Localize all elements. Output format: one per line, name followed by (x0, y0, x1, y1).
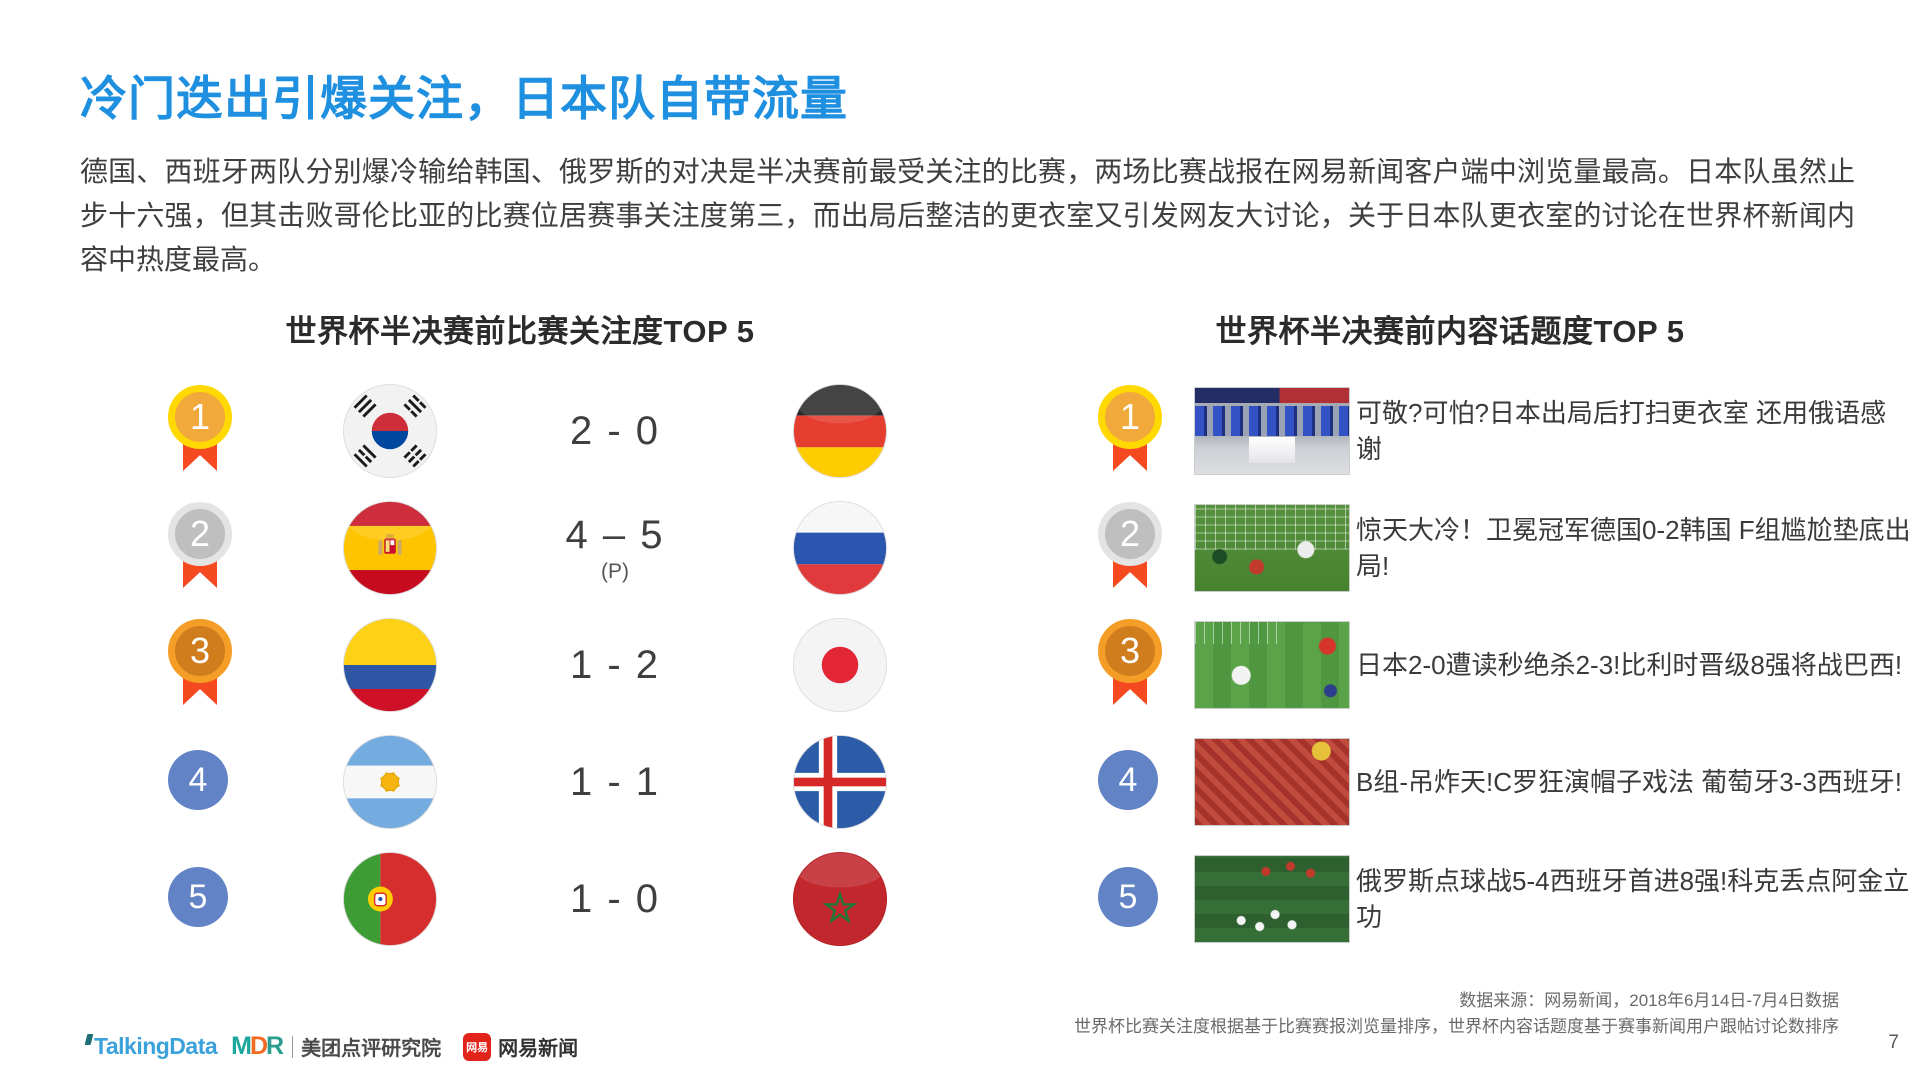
rank-5-badge: 5 (1098, 867, 1158, 927)
flag-russia-icon (792, 500, 888, 596)
flag-japan-icon (792, 617, 888, 713)
flag-spain-icon (342, 500, 438, 596)
news-item: 3 日本2-0遭读秒绝杀2-3!比利时晋级8强将战巴西! (1070, 617, 1920, 717)
silver-medal-icon: 2 (1098, 502, 1162, 594)
rank-4-badge: 4 (168, 750, 228, 810)
match-row: 2 (140, 500, 940, 600)
rank-5-badge: 5 (168, 867, 228, 927)
summary-paragraph: 德国、西班牙两队分别爆冷输给韩国、俄罗斯的对决是半决赛前最受关注的比赛，两场比赛… (80, 156, 1855, 275)
rank-number: 2 (1098, 502, 1162, 566)
match-score: 1 - 0 (569, 876, 661, 921)
flag-portugal-icon (342, 851, 438, 947)
match-row: 5 1 - 0 (140, 851, 940, 951)
match-row: 1 (140, 383, 940, 483)
germany-korea-goal-photo (1194, 504, 1350, 592)
rank-number: 3 (1098, 619, 1162, 683)
rank-number: 3 (168, 619, 232, 683)
talkingdata-tick-icon (84, 1034, 94, 1045)
flag-morocco-icon (792, 851, 888, 947)
news-title: 俄罗斯点球战5-4西班牙首进8强!科克丢点阿金立功 (1356, 866, 1910, 932)
japan-belgium-photo (1194, 621, 1350, 709)
rank-number: 1 (1098, 385, 1162, 449)
rank-number: 2 (168, 502, 232, 566)
logo-divider (292, 1035, 294, 1058)
penalty-note: (P) (601, 559, 629, 583)
data-source-note: 数据来源：网易新闻，2018年6月14日-7月4日数据 世界杯比赛关注度根据基于… (1074, 988, 1839, 1040)
flag-germany-icon (792, 383, 888, 479)
rank-number: 1 (168, 385, 232, 449)
source-line-2: 世界杯比赛关注度根据基于比赛赛报浏览量排序，世界杯内容话题度基于赛事新闻用户跟帖… (1074, 1017, 1839, 1036)
rank-4-badge: 4 (1098, 750, 1158, 810)
meituan-dianping-institute-logo: 美团点评研究院 (301, 1038, 442, 1060)
match-row: 3 1 - 2 (140, 617, 940, 717)
flag-iceland-icon (792, 734, 888, 830)
netease-news-logo: 网易 网易新闻 (463, 1032, 578, 1061)
bronze-medal-icon: 3 (168, 619, 232, 711)
match-score: 2 - 0 (569, 408, 661, 453)
news-title: B组-吊炸天!C罗狂演帽子戏法 葡萄牙3-3西班牙! (1356, 767, 1903, 797)
gold-medal-icon: 1 (168, 385, 232, 477)
news-item: 4 B组-吊炸天!C罗狂演帽子戏法 葡萄牙3-3西班牙! (1070, 734, 1920, 834)
bronze-medal-icon: 3 (1098, 619, 1162, 711)
locker-room-photo (1194, 387, 1350, 475)
right-panel-title: 世界杯半决赛前内容话题度TOP 5 (1215, 314, 1685, 349)
news-title: 可敬?可怕?日本出局后打扫更衣室 还用俄语感谢 (1356, 398, 1887, 464)
flag-argentina-icon (342, 734, 438, 830)
page-title: 冷门迭出引爆关注，日本队自带流量 (80, 72, 848, 125)
match-score: 1 - 2 (569, 642, 661, 687)
mdr-logo: MDR (231, 1032, 284, 1060)
page-number: 7 (1888, 1032, 1899, 1053)
russia-celebration-photo (1194, 855, 1350, 943)
news-item: 2 惊天大冷！卫冕冠军德国0-2韩国 F组尴尬垫底出局! (1070, 500, 1920, 600)
left-panel-title: 世界杯半决赛前比赛关注度TOP 5 (285, 314, 755, 349)
flag-south-korea-icon (342, 383, 438, 479)
match-score: 1 - 1 (569, 759, 661, 804)
source-line-1: 数据来源：网易新闻，2018年6月14日-7月4日数据 (1459, 991, 1839, 1010)
news-item: 5 俄罗斯点球战5-4西班牙首进8强!科克丢点阿金立功 (1070, 851, 1920, 951)
talkingdata-logo: TalkingData (84, 1033, 218, 1060)
news-item: 1 可敬?可怕?日本出局后打扫更衣室 还用俄语感谢 (1070, 383, 1920, 483)
gold-medal-icon: 1 (1098, 385, 1162, 477)
flag-colombia-icon (342, 617, 438, 713)
news-title: 惊天大冷！卫冕冠军德国0-2韩国 F组尴尬垫底出局! (1356, 515, 1911, 581)
silver-medal-icon: 2 (168, 502, 232, 594)
netease-badge-icon: 网易 (463, 1032, 492, 1061)
news-title: 日本2-0遭读秒绝杀2-3!比利时晋级8强将战巴西! (1356, 650, 1903, 680)
match-score: 4 – 5 (565, 512, 665, 557)
spain-fans-photo (1194, 738, 1350, 826)
footer-logos: TalkingData MDR 美团点评研究院 网易 网易新闻 (84, 1032, 578, 1061)
match-row: 4 1 - 1 (140, 734, 940, 834)
